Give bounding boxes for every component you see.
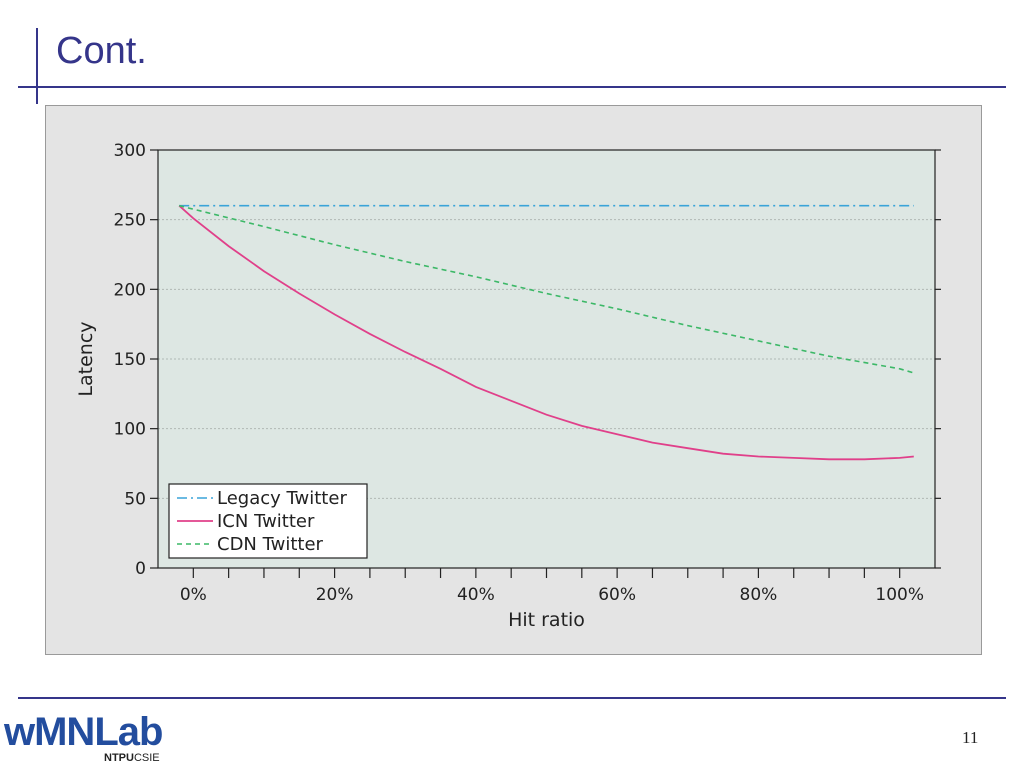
logo-wordmark: wMNLab xyxy=(4,710,163,754)
x-tick-label: 80% xyxy=(740,585,778,605)
page-number: 11 xyxy=(962,728,979,747)
x-tick-label: 20% xyxy=(316,585,354,605)
logo-subtitle-bold: NTPU xyxy=(104,752,134,764)
y-axis-title: Latency xyxy=(75,321,97,396)
wmnlab-logo: wMNLab NTPUCSIE xyxy=(4,706,184,766)
figure-panel: 0 50 100 150 200 250 300 0% 20% 40% 60% 80% 100% Hit … xyxy=(45,105,982,655)
logo-subtitle-normal: CSIE xyxy=(133,752,160,764)
legend-label: Legacy Twitter xyxy=(217,488,347,509)
y-tick-label: 250 xyxy=(114,211,146,231)
y-tick-label: 200 xyxy=(114,280,146,300)
series-line-cdn-twitter xyxy=(179,204,915,374)
x-axis-title: Hit ratio xyxy=(508,609,585,631)
y-tick-label: 100 xyxy=(114,420,146,440)
y-tick-label: 0 xyxy=(135,559,146,579)
y-tick-label: 150 xyxy=(114,350,146,370)
series-line-icn-twitter xyxy=(178,205,914,461)
x-tick-label: 100% xyxy=(875,585,924,605)
title-vertical-rule xyxy=(36,28,38,104)
logo-subtitle: NTPUCSIE xyxy=(104,752,160,764)
y-tick-label: 300 xyxy=(114,141,146,161)
x-tick-label: 40% xyxy=(457,585,495,605)
title-horizontal-rule xyxy=(18,86,1006,88)
slide-title: Cont. xyxy=(56,30,147,72)
x-tick-label: 0% xyxy=(180,585,207,605)
x-tick-label: 60% xyxy=(598,585,636,605)
legend-label: CDN Twitter xyxy=(217,534,324,555)
footer-rule xyxy=(18,697,1006,699)
legend-label: ICN Twitter xyxy=(217,511,315,532)
latency-chart: 0 50 100 150 200 250 300 0% 20% 40% 60% 80% 100% Hit … xyxy=(75,141,941,631)
y-tick-label: 50 xyxy=(124,489,146,509)
